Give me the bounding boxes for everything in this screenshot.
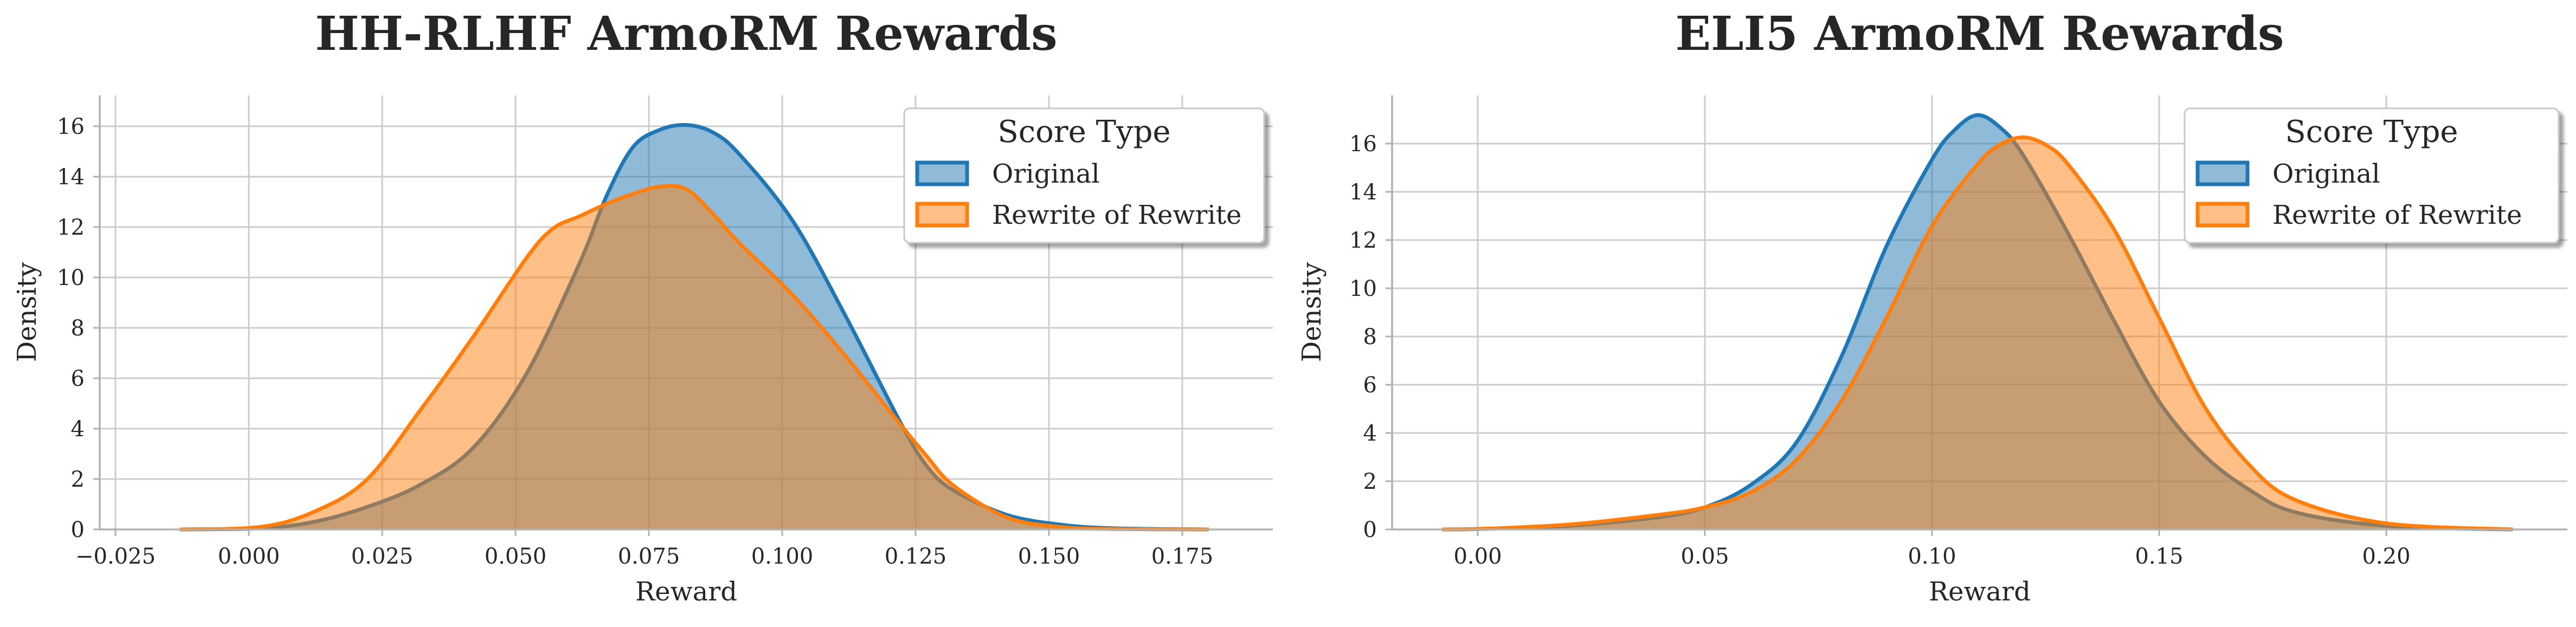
y-tick-label: 2 (71, 467, 85, 492)
x-axis-label: Reward (635, 577, 737, 607)
legend-swatch-rewrite-of-rewrite (2195, 202, 2250, 228)
y-tick-label: 16 (57, 114, 85, 139)
legend-title: Score Type (997, 114, 1170, 150)
series-areas (1442, 113, 2513, 532)
legend-label-rewrite-of-rewrite: Rewrite of Rewrite (2272, 200, 2522, 230)
y-tick-label: 6 (1363, 373, 1377, 398)
x-tick-label: 0.175 (1151, 544, 1214, 569)
legend: Score Type Original Rewrite of Rewrite (2184, 107, 2560, 244)
y-tick-label: 12 (1349, 228, 1377, 253)
y-axis-label: Density (12, 262, 42, 362)
y-tick-label: 10 (1349, 276, 1377, 301)
y-tick-label: 12 (57, 215, 85, 240)
legend-label-rewrite-of-rewrite: Rewrite of Rewrite (992, 200, 1241, 230)
density-line-rewrite-of-rewrite (179, 184, 1209, 532)
y-tick-label: 14 (57, 165, 85, 190)
x-tick-label: 0.150 (1018, 544, 1080, 569)
x-tick-label: 0.00 (1453, 544, 1502, 569)
x-tick-label: 0.05 (1680, 544, 1729, 569)
density-area-rewrite-of-rewrite (179, 185, 1209, 529)
legend-title: Score Type (2285, 114, 2458, 150)
legend-swatch-original (2195, 160, 2250, 186)
y-tick-label: 0 (71, 518, 85, 542)
legend-frame (903, 107, 1265, 244)
x-tick-label: 0.10 (1908, 544, 1956, 569)
chart-title: ELI5 ArmoRM Rewards (1676, 7, 2284, 61)
x-tick-label: 0.000 (218, 544, 280, 569)
x-tick-label: 0.125 (885, 544, 947, 569)
x-tick-label: 0.15 (2135, 544, 2183, 569)
legend-label-original: Original (992, 159, 1100, 189)
legend-swatch-original (915, 160, 969, 186)
x-tick-label: 0.075 (618, 544, 680, 569)
y-tick-label: 0 (1363, 518, 1377, 542)
chart-panel-hh-rlhf: HH-RLHF ArmoRM Rewards (12, 7, 1273, 607)
y-tick-label: 4 (71, 417, 85, 442)
density-area-rewrite-of-rewrite (1442, 137, 2513, 530)
series-areas (179, 123, 1209, 532)
chart-title: HH-RLHF ArmoRM Rewards (315, 7, 1057, 61)
y-tick-label: 16 (1349, 132, 1377, 157)
y-tick-label: 8 (1363, 325, 1377, 350)
x-axis-label: Reward (1929, 577, 2031, 607)
y-tick-label: 14 (1349, 180, 1377, 205)
y-tick-label: 2 (1363, 469, 1377, 494)
legend-label-original: Original (2272, 159, 2380, 189)
y-axis-label: Density (1297, 262, 1327, 362)
x-tick-label: 0.100 (751, 544, 814, 569)
chart-panel-eli5: ELI5 ArmoRM Rewards 0 2 4 6 (1297, 7, 2567, 607)
y-tick-label: 8 (71, 316, 85, 341)
x-tick-label: −0.025 (75, 544, 156, 569)
x-tick-label: 0.050 (485, 544, 547, 569)
legend-frame (2184, 107, 2560, 244)
x-tick-label: 0.20 (2362, 544, 2410, 569)
y-tick-label: 6 (71, 366, 85, 391)
y-tick-label: 10 (57, 266, 85, 290)
density-line-rewrite-of-rewrite (1442, 135, 2513, 532)
legend: Score Type Original Rewrite of Rewrite (903, 107, 1265, 244)
legend-swatch-rewrite-of-rewrite (915, 202, 969, 228)
y-tick-label: 4 (1363, 421, 1377, 446)
x-tick-label: 0.025 (351, 544, 414, 569)
